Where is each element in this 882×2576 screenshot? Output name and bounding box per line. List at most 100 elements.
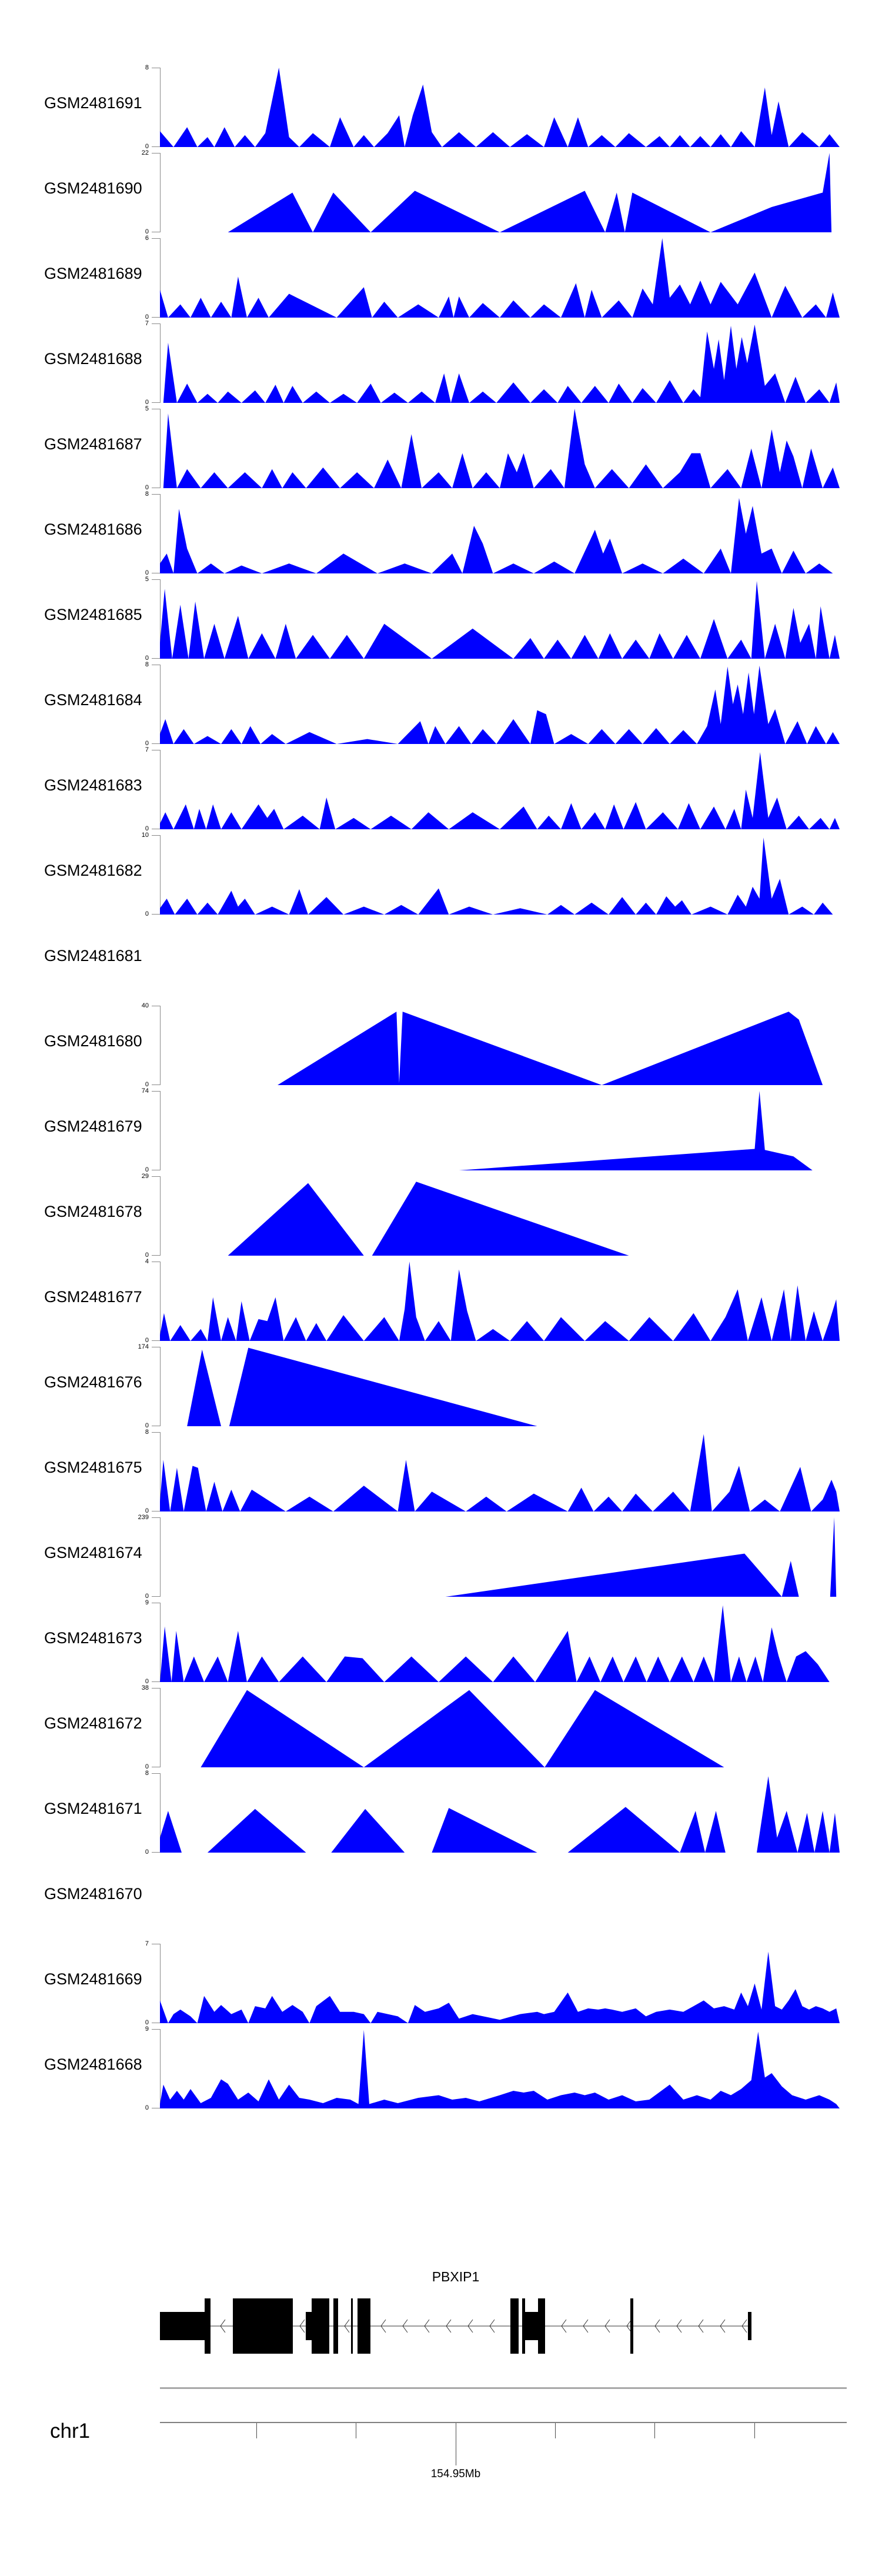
track-row: GSM2481680 40 0 xyxy=(0,1000,882,1088)
y-axis-zero-label: 0 xyxy=(145,313,149,321)
y-axis-zero-label: 0 xyxy=(145,1593,149,1600)
axis-minor-tick xyxy=(654,2423,655,2438)
y-axis-bracket xyxy=(160,1176,161,1256)
genome-axis-line xyxy=(160,2422,847,2423)
track-label: GSM2481675 xyxy=(44,1459,142,1476)
signal-polygon xyxy=(160,837,833,915)
y-axis-tick-bottom xyxy=(152,1852,160,1853)
strand-arrow-icon xyxy=(676,2319,682,2333)
track-label: GSM2481683 xyxy=(44,776,142,794)
y-axis-zero-label: 0 xyxy=(145,2019,149,2026)
track-label: GSM2481676 xyxy=(44,1373,142,1391)
signal-area xyxy=(160,1776,840,1853)
y-axis-tick-bottom xyxy=(152,743,160,744)
y-axis-bracket xyxy=(160,1944,161,2023)
track-row: GSM2481674 239 0 xyxy=(0,1511,882,1600)
track-row: GSM2481685 5 0 xyxy=(0,573,882,662)
signal-area xyxy=(459,1091,813,1170)
y-axis-zero-label: 0 xyxy=(145,1763,149,1770)
track-row: GSM2481676 174 0 xyxy=(0,1341,882,1429)
track-label: GSM2481691 xyxy=(44,94,142,112)
track-label: GSM2481677 xyxy=(44,1288,142,1306)
y-axis-bracket xyxy=(160,665,161,744)
track-separator-line xyxy=(160,2387,847,2389)
signal-polygon xyxy=(228,153,832,232)
y-axis-max-label: 40 xyxy=(141,1002,149,1009)
signal-area xyxy=(160,498,833,573)
y-axis-max-label: 22 xyxy=(141,149,149,156)
strand-arrow-icon xyxy=(380,2319,386,2333)
exon-box xyxy=(233,2298,293,2354)
signal-polygon xyxy=(163,409,840,488)
signal-polygon xyxy=(459,1091,813,1170)
strand-arrow-icon xyxy=(299,2319,305,2333)
signal-polygon xyxy=(160,68,840,147)
track-label: GSM2481687 xyxy=(44,435,142,453)
y-axis-max-label: 74 xyxy=(141,1087,149,1095)
y-axis-bracket xyxy=(160,1688,161,1767)
signal-area xyxy=(160,580,840,659)
y-axis-max-label: 7 xyxy=(145,746,149,753)
y-axis-max-label: 239 xyxy=(138,1514,149,1521)
y-axis-max-label: 10 xyxy=(141,832,149,839)
y-axis-tick-top xyxy=(152,2029,160,2030)
track-label: GSM2481673 xyxy=(44,1629,142,1647)
track-row: GSM2481675 8 0 xyxy=(0,1426,882,1514)
signal-area xyxy=(228,153,832,232)
track-row: GSM2481681 xyxy=(0,915,882,1000)
signal-area xyxy=(228,1182,629,1256)
y-axis-max-label: 6 xyxy=(145,235,149,242)
y-axis-tick-top xyxy=(152,1432,160,1433)
y-axis-tick-top xyxy=(152,1773,160,1774)
strand-arrow-icon xyxy=(583,2319,589,2333)
y-axis-zero-label: 0 xyxy=(145,1848,149,1856)
signal-area xyxy=(163,324,840,403)
y-axis-tick-bottom xyxy=(152,1255,160,1256)
y-axis-tick-bottom xyxy=(152,402,160,403)
y-axis-tick-bottom xyxy=(152,658,160,659)
exon-box xyxy=(358,2298,370,2354)
track-row: GSM2481678 29 0 xyxy=(0,1170,882,1259)
exon-box xyxy=(525,2312,538,2340)
track-label: GSM2481686 xyxy=(44,520,142,538)
exon-box xyxy=(351,2298,353,2354)
axis-minor-tick xyxy=(754,2423,755,2438)
strand-arrow-icon xyxy=(467,2319,473,2333)
y-axis-zero-label: 0 xyxy=(145,1081,149,1088)
strand-arrow-icon xyxy=(741,2319,747,2333)
strand-arrow-icon xyxy=(720,2319,726,2333)
signal-area xyxy=(160,1951,840,2023)
y-axis-zero-label: 0 xyxy=(145,143,149,150)
signal-area xyxy=(201,1690,724,1767)
signal-polygon xyxy=(445,1517,837,1597)
y-axis-zero-label: 0 xyxy=(145,655,149,662)
track-label: GSM2481688 xyxy=(44,350,142,368)
y-axis-zero-label: 0 xyxy=(145,1678,149,1685)
y-axis-bracket xyxy=(160,1517,161,1597)
signal-polygon xyxy=(187,1347,537,1426)
strand-arrow-icon xyxy=(424,2319,430,2333)
signal-polygon xyxy=(163,324,840,403)
signal-area xyxy=(163,409,840,488)
signal-polygon xyxy=(160,238,840,318)
y-axis-max-label: 9 xyxy=(145,2026,149,2033)
y-axis-zero-label: 0 xyxy=(145,569,149,576)
y-axis-tick-bottom xyxy=(152,146,160,147)
exon-box xyxy=(522,2298,525,2354)
strand-arrow-icon xyxy=(626,2319,632,2333)
y-axis-max-label: 5 xyxy=(145,405,149,412)
y-axis-zero-label: 0 xyxy=(145,1422,149,1429)
y-axis-tick-top xyxy=(152,1688,160,1689)
y-axis-zero-label: 0 xyxy=(145,228,149,235)
y-axis-bracket xyxy=(160,1773,161,1853)
signal-polygon xyxy=(278,1012,823,1085)
track-row: GSM2481668 9 0 xyxy=(0,2023,882,2111)
strand-arrow-icon xyxy=(402,2319,408,2333)
gene-name-label: PBXIP1 xyxy=(432,2269,480,2284)
exon-box xyxy=(205,2298,211,2354)
track-row: GSM2481670 xyxy=(0,1853,882,1938)
signal-area xyxy=(278,1012,823,1085)
y-axis-tick-top xyxy=(152,835,160,836)
y-axis-max-label: 8 xyxy=(145,1429,149,1436)
y-axis-zero-label: 0 xyxy=(145,825,149,832)
